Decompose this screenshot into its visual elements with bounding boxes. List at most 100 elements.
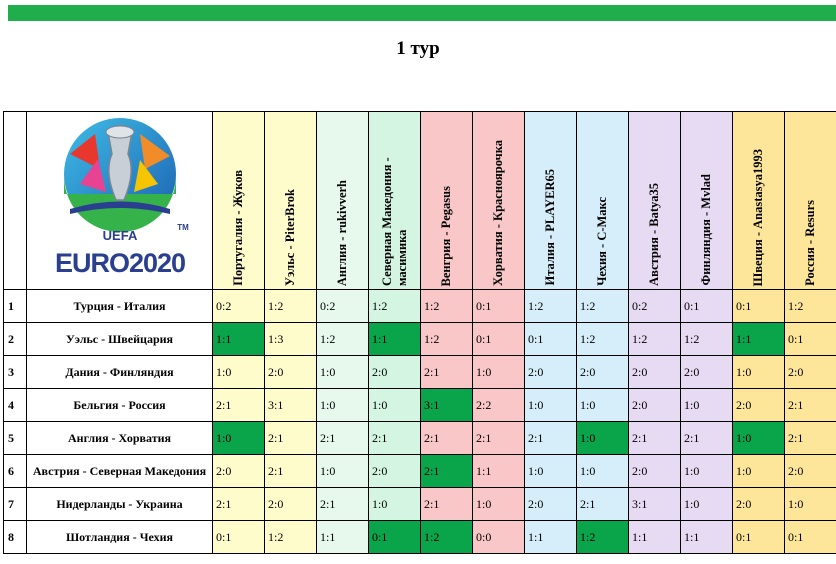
score-cell: 2:1 <box>472 421 525 455</box>
logo-brand-text: UEFA <box>102 228 137 243</box>
score-cell: 2:0 <box>628 454 681 488</box>
player-header: Чехия - С-Макс <box>576 111 629 290</box>
row-number: 3 <box>3 355 27 389</box>
row-number: 2 <box>3 322 27 356</box>
row-number: 8 <box>3 520 27 554</box>
score-cell: 2:1 <box>212 388 265 422</box>
score-cell: 2:1 <box>680 421 733 455</box>
match-name: Турция - Италия <box>26 289 213 323</box>
score-cell: 2:0 <box>628 355 681 389</box>
score-cell: 1:2 <box>420 289 473 323</box>
player-header: Северная Македония - масимика <box>368 111 421 290</box>
table-row: 7 Нидерланды - Украина 2:1 2:0 2:1 1:0 2:1 1:0 2… <box>3 487 836 521</box>
score-cell: 1:2 <box>420 520 473 554</box>
score-cell: 0:1 <box>212 520 265 554</box>
row-number: 4 <box>3 388 27 422</box>
score-cell: 1:2 <box>368 289 421 323</box>
logo-cell: UEFA EURO2020 TM <box>26 111 213 290</box>
player-header: Россия - Resurs <box>784 111 836 290</box>
row-number: 1 <box>3 289 27 323</box>
score-cell: 1:1 <box>628 520 681 554</box>
score-cell: 1:0 <box>212 421 265 455</box>
score-cell: 2:0 <box>368 355 421 389</box>
score-cell: 1:0 <box>680 487 733 521</box>
score-cell: 1:0 <box>316 355 369 389</box>
player-header: Австрия - Batya35 <box>628 111 681 290</box>
table-body: 1 Турция - Италия 0:2 1:2 0:2 1:2 1:2 0:1 1:2 1:2… <box>3 289 836 554</box>
player-header-label: Северная Македония - масимика <box>379 157 409 286</box>
score-cell: 1:0 <box>680 388 733 422</box>
score-cell: 2:1 <box>784 421 836 455</box>
score-cell: 1:1 <box>732 322 785 356</box>
score-cell: 2:1 <box>368 421 421 455</box>
score-cell: 1:2 <box>680 322 733 356</box>
score-cell: 1:0 <box>368 487 421 521</box>
score-cell: 1:0 <box>316 454 369 488</box>
score-cell: 2:1 <box>264 421 317 455</box>
player-header: Финляндия - Mvlad <box>680 111 733 290</box>
predictions-table: UEFA EURO2020 TM Португалия - Жуков Уэльс… <box>3 111 836 554</box>
header-row: UEFA EURO2020 TM Португалия - Жуков Уэльс… <box>3 111 836 290</box>
score-cell: 2:1 <box>420 421 473 455</box>
score-cell: 1:2 <box>316 322 369 356</box>
score-cell: 2:1 <box>576 487 629 521</box>
score-cell: 1:0 <box>680 454 733 488</box>
row-number: 6 <box>3 454 27 488</box>
score-cell: 1:2 <box>524 289 577 323</box>
score-cell: 3:1 <box>264 388 317 422</box>
table-row: 6 Австрия - Северная Македония 2:0 2:1 1:0 2:… <box>3 454 836 488</box>
score-cell: 1:1 <box>212 322 265 356</box>
score-cell: 1:0 <box>732 355 785 389</box>
score-cell: 2:0 <box>264 487 317 521</box>
table-row: 5 Англия - Хорватия 1:0 2:1 2:1 2:1 2:1 2:1 2:1 1… <box>3 421 836 455</box>
player-header: Швеция - Anastasya1993 <box>732 111 785 290</box>
row-number: 5 <box>3 421 27 455</box>
score-cell: 2:0 <box>524 487 577 521</box>
table-row: 2 Уэльс - Швейцария 1:1 1:3 1:2 1:1 1:2 0:1 0:1 1… <box>3 322 836 356</box>
score-cell: 1:3 <box>264 322 317 356</box>
player-header-label: Уэльс - PiterBrok <box>283 188 297 286</box>
table-row: 1 Турция - Италия 0:2 1:2 0:2 1:2 1:2 0:1 1:2 1:2… <box>3 289 836 323</box>
score-cell: 1:2 <box>420 322 473 356</box>
score-cell: 2:0 <box>732 487 785 521</box>
score-cell: 3:1 <box>420 388 473 422</box>
score-cell: 0:1 <box>368 520 421 554</box>
player-header: Англия - rukivverh <box>316 111 369 290</box>
player-header-label: Хорватия - Красноярочка <box>491 139 505 286</box>
score-cell: 0:2 <box>316 289 369 323</box>
score-cell: 1:2 <box>264 520 317 554</box>
score-cell: 2:0 <box>368 454 421 488</box>
player-header-label: Италия - PLAYER65 <box>543 169 557 286</box>
player-header: Хорватия - Красноярочка <box>472 111 525 290</box>
score-cell: 2:1 <box>264 454 317 488</box>
score-cell: 0:1 <box>732 520 785 554</box>
score-cell: 1:2 <box>628 322 681 356</box>
corner-cell <box>3 111 27 290</box>
player-header-label: Англия - rukivverh <box>335 179 349 286</box>
player-header-label: Венгрия - Pegasus <box>439 185 453 286</box>
player-header-label: Португалия - Жуков <box>231 170 245 286</box>
score-cell: 1:0 <box>472 487 525 521</box>
score-cell: 2:1 <box>420 454 473 488</box>
player-header-label: Швеция - Anastasya1993 <box>751 148 765 286</box>
player-header-label: Россия - Resurs <box>803 200 817 286</box>
score-cell: 1:1 <box>368 322 421 356</box>
score-cell: 2:0 <box>784 454 836 488</box>
score-cell: 0:1 <box>472 289 525 323</box>
score-cell: 1:0 <box>784 487 836 521</box>
player-header: Уэльс - PiterBrok <box>264 111 317 290</box>
logo-name-text: EURO2020 <box>54 248 184 278</box>
match-name: Англия - Хорватия <box>26 421 213 455</box>
score-cell: 1:0 <box>316 388 369 422</box>
score-cell: 1:1 <box>472 454 525 488</box>
match-name: Дания - Финляндия <box>26 355 213 389</box>
player-header: Венгрия - Pegasus <box>420 111 473 290</box>
score-cell: 1:0 <box>368 388 421 422</box>
table-row: 8 Шотландия - Чехия 0:1 1:2 1:1 0:1 1:2 0:0 1:1 1… <box>3 520 836 554</box>
score-cell: 2:1 <box>420 487 473 521</box>
score-cell: 2:1 <box>524 421 577 455</box>
score-cell: 2:0 <box>784 355 836 389</box>
score-cell: 0:1 <box>732 289 785 323</box>
euro2020-logo: UEFA EURO2020 TM <box>54 117 189 278</box>
player-header-label: Австрия - Batya35 <box>647 183 661 286</box>
